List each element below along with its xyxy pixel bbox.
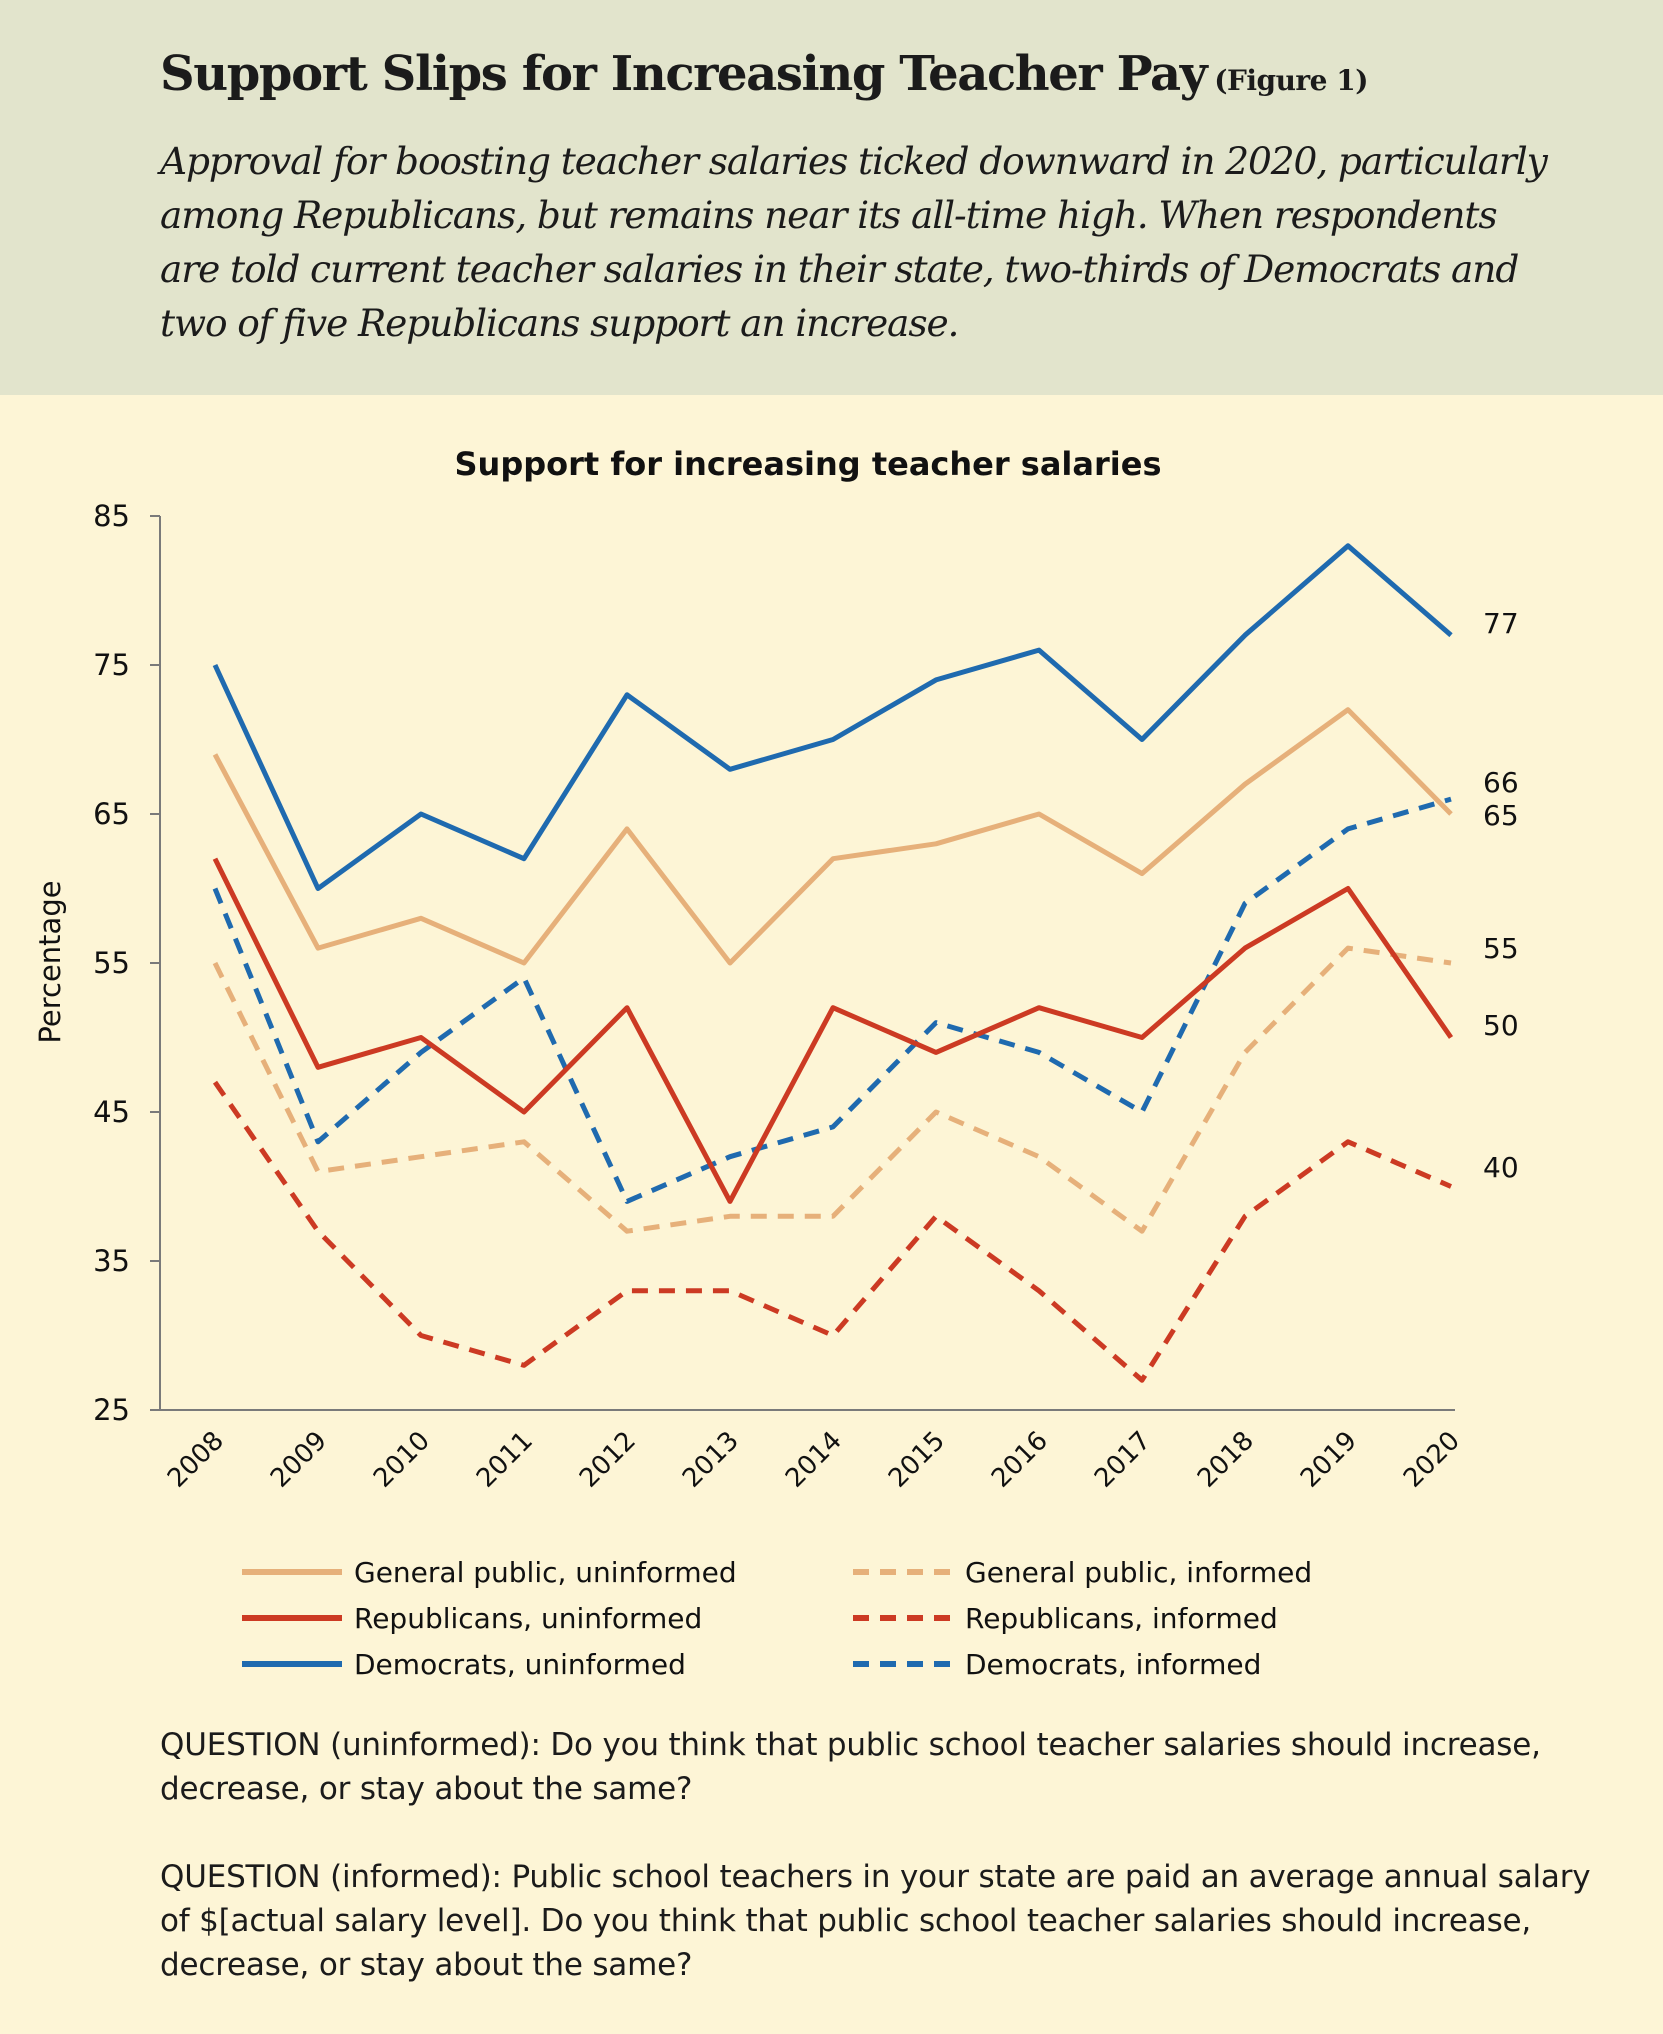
series-end-label: 50 [1483,1009,1519,1042]
x-tick-label: 2008 [162,1426,230,1494]
series-end-label: 77 [1483,607,1519,640]
series-end-label: 66 [1483,766,1519,799]
series-layer [212,543,1454,1383]
series-end-label: 40 [1483,1151,1519,1184]
y-tick-label: 25 [93,1393,130,1427]
series-line [212,857,1454,1204]
x-tick-label: 2015 [883,1426,951,1494]
x-tick-label: 2020 [1398,1426,1466,1494]
question-uninformed: QUESTION (uninformed): Do you think that… [160,1727,1541,1807]
y-tick-label: 35 [93,1244,130,1278]
x-tick-label: 2017 [1089,1426,1157,1494]
x-tick-label: 2013 [677,1426,745,1494]
figure-title: Support Slips for Increasing Teacher Pay… [160,46,1368,102]
x-tick-label: 2012 [574,1426,642,1494]
series-line [212,945,1452,1234]
chart-axes: 25 35 45 55 65 75 85 2008 2009 2010 2011 2012 2013 20… [93,499,1466,1494]
series-line [212,796,1452,1204]
question-informed: QUESTION (informed): Public school teach… [160,1859,1591,1983]
y-tick-label: 85 [93,499,130,533]
x-tick-label: 2010 [368,1426,436,1494]
end-labels: 65 55 50 40 77 66 [1483,607,1519,1184]
legend-label: Republicans, uninformed [354,1602,702,1635]
y-tick-label: 75 [93,648,130,682]
legend-label: Democrats, uninformed [354,1648,686,1681]
x-tick-label: 2011 [471,1426,539,1494]
legend-label: Republicans, informed [965,1602,1278,1635]
header-band: Support Slips for Increasing Teacher Pay… [0,0,1663,395]
x-tick-label: 2014 [780,1426,848,1494]
chart-title: Support for increasing teacher salaries [455,445,1162,483]
legend-label: General public, uninformed [354,1556,737,1589]
series-end-label: 65 [1483,799,1519,832]
x-tick-label: 2018 [1192,1426,1260,1494]
y-tick-label: 55 [93,946,130,980]
figure-subtitle: Approval for boosting teacher salaries t… [160,139,1548,345]
figure-reference: (Figure 1) [1214,64,1368,97]
figure-title-text: Support Slips for Increasing Teacher Pay [160,46,1208,102]
y-axis-label: Percentage [33,880,67,1043]
x-tick-label: 2016 [986,1426,1054,1494]
x-tick-label: 2019 [1295,1426,1363,1494]
chart-legend: General public, uninformed General public… [242,1556,1312,1681]
series-line [212,1080,1452,1383]
y-tick-label: 45 [93,1095,130,1129]
legend-label: Democrats, informed [965,1648,1261,1681]
y-tick-label: 65 [93,797,130,831]
legend-label: General public, informed [965,1556,1312,1589]
series-line [212,543,1453,891]
x-tick-label: 2009 [265,1426,333,1494]
series-line [212,707,1453,966]
series-end-label: 55 [1483,932,1519,965]
